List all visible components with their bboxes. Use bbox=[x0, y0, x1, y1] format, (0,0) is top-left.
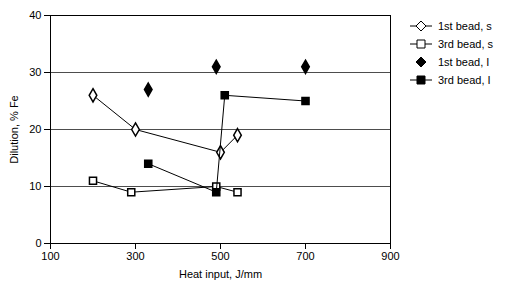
svg-text:100: 100 bbox=[41, 250, 59, 262]
svg-text:Heat input, J/mm: Heat input, J/mm bbox=[179, 268, 262, 280]
svg-text:300: 300 bbox=[126, 250, 144, 262]
svg-text:10: 10 bbox=[29, 180, 41, 192]
svg-text:0: 0 bbox=[35, 237, 41, 249]
svg-text:20: 20 bbox=[29, 123, 41, 135]
svg-text:30: 30 bbox=[29, 66, 41, 78]
svg-text:900: 900 bbox=[381, 250, 399, 262]
html-text:3rd bead, s: 3rd bead, s bbox=[438, 38, 493, 50]
svg-text:Dilution, % Fe: Dilution, % Fe bbox=[8, 95, 20, 163]
svg-text:500: 500 bbox=[211, 250, 229, 262]
svg-text:40: 40 bbox=[29, 9, 41, 21]
svg-text:700: 700 bbox=[296, 250, 314, 262]
html-text:1st bead, s: 1st bead, s bbox=[438, 20, 492, 32]
html-text:3rd bead, I: 3rd bead, I bbox=[438, 74, 491, 86]
html-text:1st bead, I: 1st bead, I bbox=[438, 56, 490, 68]
